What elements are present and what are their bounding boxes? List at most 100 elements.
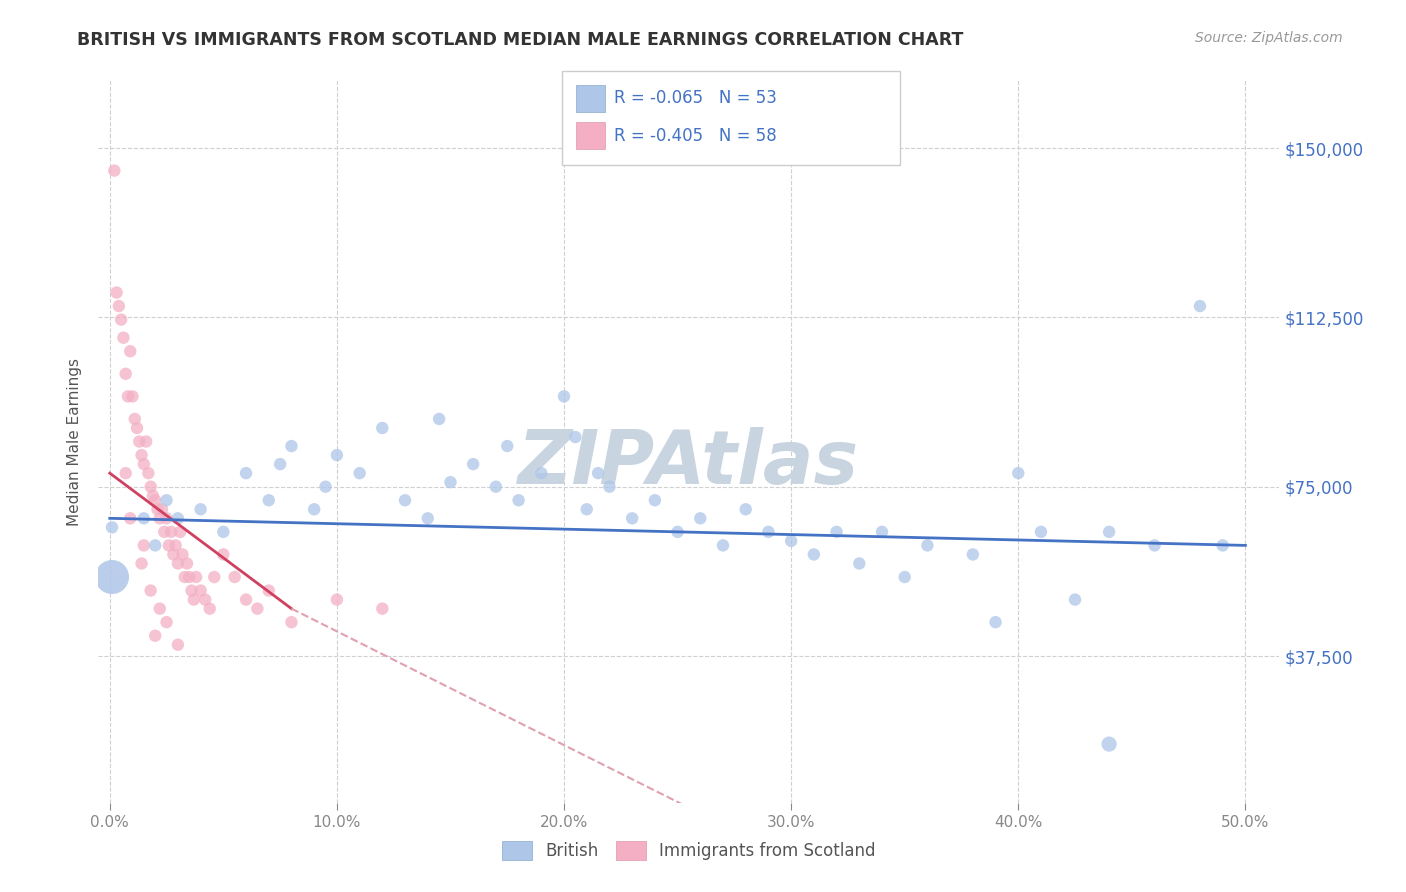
Point [1007,466,1029,480]
Point [131,448,153,462]
Point [825,524,848,539]
Point [146,502,169,516]
Point [138,466,160,480]
Point [598,480,620,494]
Point [224,570,246,584]
Point [1064,592,1087,607]
Point [269,457,291,471]
Point [870,524,893,539]
Point [326,448,349,462]
Point [235,466,257,480]
Text: ZIPAtlas: ZIPAtlas [519,426,859,500]
Point [711,538,734,552]
Point [371,421,394,435]
Point [190,502,212,516]
Point [121,389,143,403]
Text: R = -0.405   N = 58: R = -0.405 N = 58 [614,127,778,145]
Point [167,638,190,652]
Point [143,493,166,508]
Point [125,421,148,435]
Point [173,570,195,584]
Point [394,493,416,508]
Point [160,524,183,539]
Point [176,557,198,571]
Point [198,601,221,615]
Point [101,520,124,534]
Point [962,548,984,562]
Point [1029,524,1052,539]
Point [758,524,780,539]
Point [172,548,194,562]
Point [114,367,136,381]
Point [112,331,135,345]
Point [1143,538,1166,552]
Point [139,583,162,598]
Point [142,489,165,503]
Point [1212,538,1234,552]
Point [586,466,609,480]
Point [149,511,172,525]
Point [212,524,235,539]
Point [169,524,191,539]
Point [103,163,125,178]
Point [165,538,187,552]
Point [101,570,124,584]
Point [131,557,153,571]
Point [212,548,235,562]
Point [280,615,302,630]
Point [508,493,530,508]
Point [689,511,711,525]
Point [1098,737,1121,751]
Point [666,524,689,539]
Point [485,480,508,494]
Point [114,466,136,480]
Text: R = -0.065   N = 53: R = -0.065 N = 53 [614,89,778,107]
Point [1188,299,1211,313]
Point [135,434,157,449]
Point [439,475,461,490]
Point [780,533,803,548]
Point [917,538,939,552]
Point [143,538,166,552]
Legend: British, Immigrants from Scotland: British, Immigrants from Scotland [496,834,882,867]
Point [132,457,155,471]
Point [149,601,172,615]
Point [108,299,131,313]
Point [564,430,586,444]
Point [496,439,519,453]
Point [463,457,485,471]
Point [117,389,139,403]
Point [128,434,150,449]
Point [257,583,280,598]
Point [349,466,371,480]
Point [280,439,302,453]
Point [120,511,142,525]
Point [315,480,337,494]
Point [184,570,207,584]
Point [257,493,280,508]
Point [984,615,1007,630]
Point [326,592,349,607]
Point [235,592,257,607]
Point [110,312,132,326]
Point [1098,524,1121,539]
Point [553,389,575,403]
Y-axis label: Median Male Earnings: Median Male Earnings [67,358,83,525]
Point [132,538,155,552]
Point [183,592,205,607]
Point [132,511,155,525]
Point [194,592,217,607]
Point [371,601,394,615]
Text: BRITISH VS IMMIGRANTS FROM SCOTLAND MEDIAN MALE EARNINGS CORRELATION CHART: BRITISH VS IMMIGRANTS FROM SCOTLAND MEDI… [77,31,963,49]
Point [416,511,439,525]
Point [644,493,666,508]
Point [621,511,644,525]
Point [139,480,162,494]
Point [150,502,173,516]
Point [302,502,325,516]
Point [246,601,269,615]
Point [848,557,870,571]
Point [155,493,177,508]
Point [734,502,756,516]
Point [157,538,180,552]
